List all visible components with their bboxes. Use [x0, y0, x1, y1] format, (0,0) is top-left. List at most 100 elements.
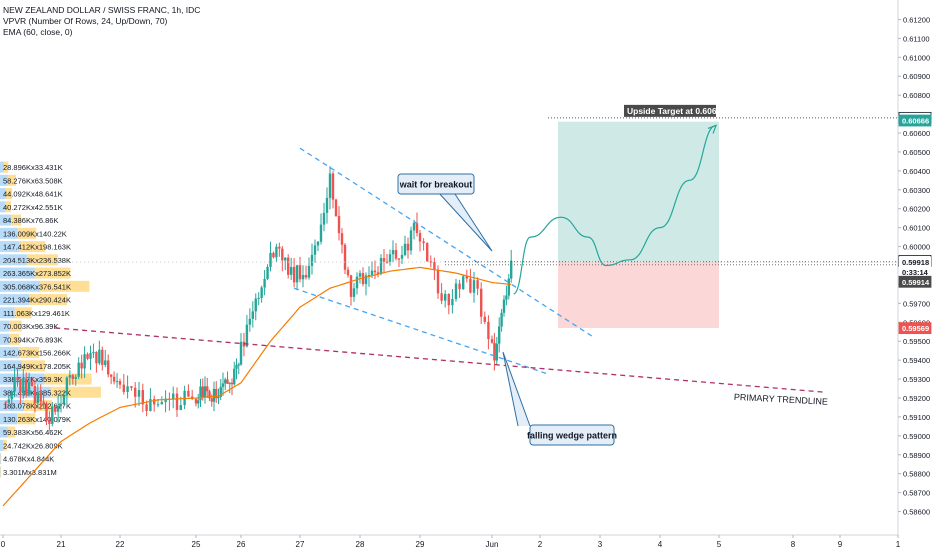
y-tick-label: 0.60200: [903, 205, 930, 214]
vp-up-bar: [0, 307, 15, 319]
vp-up-bar: [0, 333, 10, 345]
candle-down: [208, 391, 211, 399]
vp-up-bar: [0, 294, 30, 306]
wedge-callout-text: falling wedge pattern: [527, 431, 617, 441]
candle-down: [415, 223, 419, 234]
x-tick-label: 28: [356, 540, 365, 549]
candle-up: [126, 386, 129, 392]
candle-up: [83, 354, 86, 369]
y-tick-label: 0.59300: [903, 375, 930, 384]
candle-down: [292, 266, 296, 283]
volume-profile-row: 24.742Kx26.809K: [0, 439, 63, 451]
vp-up-bar: [0, 347, 19, 359]
candle-up: [217, 396, 220, 399]
vp-down-bar: [26, 254, 58, 266]
candle-down: [373, 270, 377, 273]
breakout-callout-text: wait for breakout: [399, 180, 473, 190]
lower-wedge-line: [293, 287, 547, 374]
candle-down: [406, 243, 410, 251]
price-badge-bg: [898, 114, 932, 127]
vp-label: 28.896Kx33.431K: [3, 163, 63, 172]
candle-up: [352, 288, 356, 297]
candle-down: [206, 386, 209, 392]
candle-down: [480, 288, 483, 317]
y-tick-label: 0.60600: [903, 129, 930, 138]
y-tick-label: 0.59100: [903, 413, 930, 422]
candle-down: [304, 274, 308, 278]
candle-up: [472, 280, 476, 293]
candle-down: [436, 270, 440, 294]
candle-up: [212, 388, 216, 402]
vp-label: 130.263Kx140.079K: [3, 415, 71, 424]
vp-down-bar: [7, 426, 16, 438]
candle-down: [376, 272, 380, 274]
candle-up: [27, 382, 31, 395]
vp-down-bar: [9, 333, 20, 345]
y-tick-label: 0.60000: [903, 243, 930, 252]
chart-legend: NEW ZEALAND DOLLAR / SWISS FRANC, 1h, ID…: [3, 5, 200, 38]
vp-label: 136.009Kx140.22K: [3, 229, 67, 238]
candle-up: [364, 275, 368, 285]
vp-down-bar: [3, 439, 7, 451]
candle-down: [447, 293, 450, 306]
candle-up: [400, 254, 404, 259]
candle-up: [284, 257, 287, 261]
vp-up-bar: [0, 413, 18, 425]
candle-up: [263, 278, 266, 288]
vp-up-bar: [0, 426, 8, 438]
vp-up-bar: [0, 188, 6, 200]
candle-up: [115, 381, 119, 383]
candle-down: [48, 419, 51, 424]
candle-up: [454, 283, 458, 300]
candle-up: [13, 377, 16, 392]
candle-up: [197, 400, 200, 404]
volume-profile-row: 111.063Kx129.461K: [0, 307, 70, 319]
price-badge-bg: [898, 275, 932, 288]
candle-down: [343, 244, 347, 270]
vp-down-bar: [11, 214, 22, 226]
upper-wedge-line: [299, 147, 595, 338]
candle-up: [370, 270, 374, 275]
vp-down-bar: [18, 347, 40, 359]
candle-up: [316, 241, 320, 246]
candle-up: [388, 254, 392, 262]
vp-down-bar: [3, 161, 9, 173]
candle-down: [86, 354, 89, 359]
candle-down: [80, 362, 83, 369]
candle-up: [235, 364, 238, 369]
candle-up: [444, 293, 447, 301]
candle-up: [500, 312, 503, 327]
vp-down-bar: [5, 188, 13, 200]
price-badge-text: 0.59914: [902, 278, 930, 287]
candle-up: [65, 377, 69, 396]
candle-up: [507, 278, 510, 296]
candle-up: [36, 392, 39, 404]
vp-up-bar: [0, 453, 1, 465]
candle-down: [433, 262, 436, 271]
candle-up: [68, 375, 72, 378]
breakout-callout-box: [397, 173, 475, 195]
candle-down: [153, 399, 156, 405]
candle-down: [426, 243, 429, 262]
candle-down: [118, 381, 122, 385]
candle-up: [505, 295, 508, 300]
vp-up-bar: [0, 360, 22, 372]
vp-up-bar: [0, 201, 6, 213]
candle-down: [272, 252, 275, 258]
vp-up-bar: [0, 439, 4, 451]
vp-label: 204.513Kx236.538K: [3, 256, 71, 265]
y-tick-label: 0.59700: [903, 299, 930, 308]
candle-up: [301, 274, 305, 280]
x-tick-label: 27: [296, 540, 305, 549]
candle-up: [319, 224, 323, 242]
volume-profile-row: 136.009Kx140.22K: [0, 227, 67, 239]
y-tick-label: 0.59200: [903, 394, 930, 403]
candle-down: [337, 216, 341, 234]
vp-label: 338.517Kx359.3K: [3, 375, 63, 384]
candle-down: [334, 199, 338, 217]
volume-profile-row: 28.896Kx33.431K: [0, 161, 63, 173]
candle-up: [409, 230, 413, 251]
candle-down: [394, 250, 398, 259]
candle-up: [224, 379, 227, 384]
